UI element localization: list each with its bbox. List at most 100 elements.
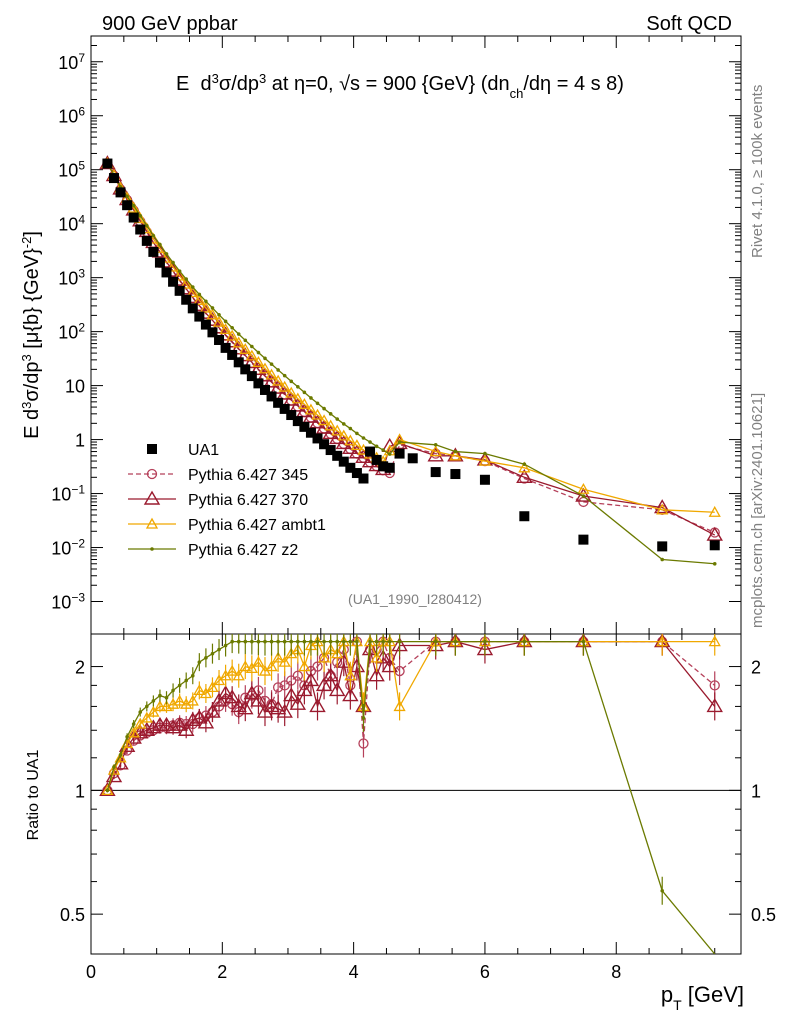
ratio-point bbox=[278, 655, 291, 667]
series-point bbox=[337, 429, 350, 441]
series-point bbox=[706, 526, 723, 541]
reference-point bbox=[135, 224, 146, 235]
ratio-point bbox=[153, 700, 167, 712]
ratio-point bbox=[381, 639, 385, 644]
y-tick-exponent: 6 bbox=[78, 105, 85, 119]
ratio-point bbox=[328, 682, 346, 697]
ratio-point bbox=[709, 680, 720, 691]
ratio-tick-label-right: 0.5 bbox=[751, 905, 776, 925]
ratio-point bbox=[309, 639, 313, 644]
series-point bbox=[199, 301, 213, 313]
reference-point bbox=[358, 473, 369, 484]
series-point bbox=[516, 468, 533, 484]
reference-point bbox=[279, 403, 290, 414]
ratio-point bbox=[173, 694, 186, 706]
ratio-point bbox=[342, 687, 359, 702]
reference-point bbox=[394, 448, 405, 459]
reference-point bbox=[273, 397, 284, 408]
ratio-point bbox=[132, 724, 149, 739]
legend-label: Pythia 6.427 ambt1 bbox=[188, 517, 326, 534]
y-tick-label: 107 bbox=[58, 51, 85, 73]
ratio-point bbox=[289, 639, 294, 644]
series-point bbox=[263, 356, 267, 361]
ratio-point bbox=[292, 670, 303, 681]
legend-marker bbox=[145, 517, 159, 529]
ratio-point bbox=[397, 639, 402, 644]
ratio-point bbox=[581, 639, 586, 644]
ratio-point bbox=[433, 639, 438, 644]
series-point bbox=[177, 269, 182, 273]
ratio-point bbox=[190, 673, 195, 678]
series-point bbox=[483, 451, 487, 456]
y-tick-exponent: −3 bbox=[71, 591, 85, 605]
series-point bbox=[223, 319, 228, 324]
series-point bbox=[348, 426, 353, 431]
ratio-series-2 bbox=[101, 634, 721, 796]
ratio-point bbox=[348, 639, 353, 644]
ratio-point bbox=[171, 716, 188, 731]
reference-point bbox=[115, 187, 126, 198]
ratio-point bbox=[140, 711, 153, 723]
ratio-point bbox=[358, 738, 369, 749]
ratio-point bbox=[158, 693, 162, 698]
legend-marker bbox=[143, 490, 161, 505]
series-point bbox=[397, 440, 402, 444]
series-line bbox=[106, 162, 715, 513]
series-point bbox=[285, 386, 298, 398]
legend-marker bbox=[147, 444, 157, 454]
series-point bbox=[335, 417, 340, 421]
reference-point bbox=[200, 319, 211, 330]
ratio-point bbox=[522, 639, 527, 644]
ratio-point bbox=[263, 698, 280, 713]
series-point bbox=[173, 269, 186, 281]
ratio-point bbox=[134, 717, 147, 729]
reference-point bbox=[174, 285, 185, 296]
ratio-point bbox=[250, 692, 267, 707]
ratio-tick-label: 2 bbox=[75, 658, 85, 678]
ratio-point bbox=[131, 722, 136, 726]
reference-point bbox=[378, 461, 389, 472]
ratio-point bbox=[252, 655, 265, 667]
ratio-point bbox=[374, 649, 392, 664]
ratio-point bbox=[230, 698, 247, 713]
y-tick-label: 102 bbox=[58, 321, 85, 343]
reference-point bbox=[148, 246, 159, 257]
ratio-point bbox=[331, 647, 344, 659]
series-point bbox=[243, 353, 261, 369]
series-point bbox=[342, 439, 359, 454]
ratio-point bbox=[368, 639, 372, 644]
series-point bbox=[328, 412, 333, 416]
ratio-point bbox=[232, 669, 245, 681]
ratio-point bbox=[341, 639, 346, 644]
ratio-point bbox=[393, 700, 406, 712]
reference-point bbox=[161, 267, 172, 278]
ratio-point bbox=[269, 700, 287, 715]
axis-ticks: 0 2 4 6 8 10−3 10−2 10−1 1 10 102 103 104 105 106 107 0.… bbox=[51, 35, 776, 982]
series-point bbox=[289, 379, 294, 384]
reference-point bbox=[220, 342, 231, 353]
series-point bbox=[298, 397, 311, 409]
x-tick-label: 6 bbox=[480, 962, 490, 982]
ratio-point bbox=[114, 751, 127, 763]
ratio-point bbox=[125, 734, 129, 739]
reference-series bbox=[102, 158, 720, 552]
series-point bbox=[429, 445, 442, 457]
reference-point bbox=[207, 327, 218, 338]
ratio-y-axis-label: Ratio to UA1 bbox=[25, 750, 42, 841]
ratio-point bbox=[230, 639, 234, 644]
series-point bbox=[232, 336, 245, 348]
reference-point bbox=[578, 534, 589, 545]
ratio-point bbox=[302, 672, 320, 687]
series-point bbox=[272, 374, 285, 386]
ratio-point bbox=[138, 710, 143, 714]
series-point bbox=[449, 449, 462, 461]
ratio-point bbox=[127, 726, 140, 738]
series-point bbox=[296, 385, 300, 389]
reference-point bbox=[519, 511, 530, 522]
reference-point bbox=[122, 200, 133, 211]
series-point bbox=[239, 342, 252, 354]
series-point bbox=[230, 340, 247, 355]
reference-point bbox=[233, 357, 244, 368]
y-tick-exponent: 5 bbox=[78, 159, 85, 173]
